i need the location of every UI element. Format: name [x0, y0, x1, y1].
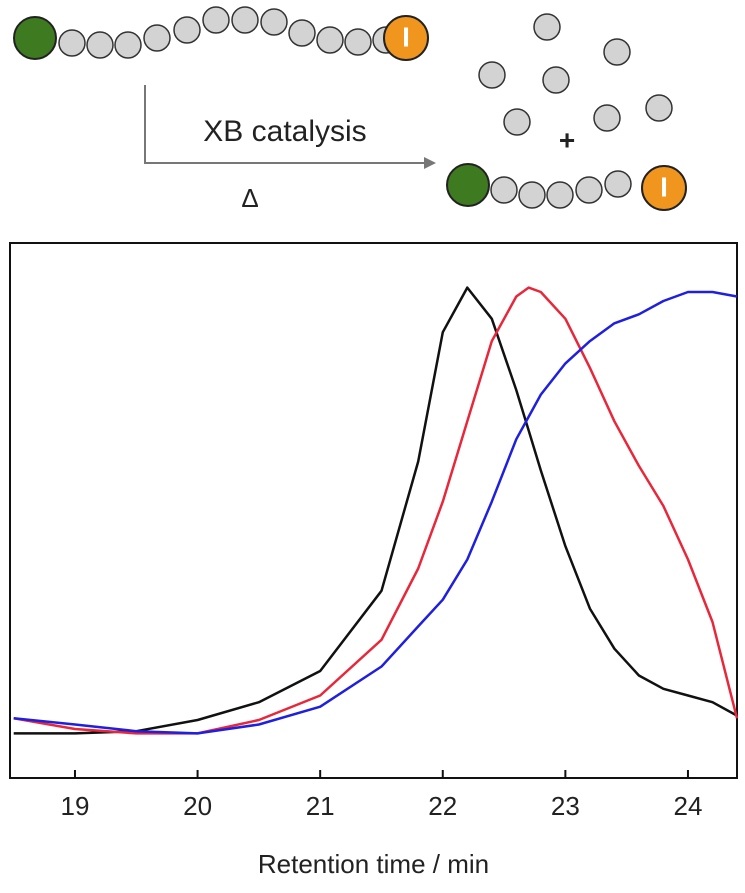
monomer-bead [604, 170, 632, 198]
monomer-bead [86, 31, 114, 59]
arrow-head [424, 157, 436, 169]
iodine-end-group [641, 165, 687, 211]
start-group [13, 16, 57, 60]
end-group-label: I [660, 171, 668, 202]
end-group-label: I [402, 21, 410, 52]
monomer-bead [503, 108, 531, 136]
x-tick-label: 22 [428, 791, 457, 821]
monomer-bead [518, 181, 546, 209]
x-tick-label: 20 [183, 791, 212, 821]
x-tick-label: 21 [306, 791, 335, 821]
monomer-bead [316, 26, 344, 54]
scheme-condition: Δ [241, 183, 258, 213]
monomer-bead [260, 8, 288, 36]
trace-line [13, 286, 738, 735]
monomer-bead [231, 6, 259, 34]
reaction-arrow [144, 85, 428, 164]
monomer-bead [202, 6, 230, 34]
scheme-label: XB catalysis [203, 115, 366, 148]
monomer-bead [575, 176, 603, 204]
x-tick-label: 24 [674, 791, 703, 821]
monomer-bead [143, 24, 171, 52]
monomer-bead [173, 16, 201, 44]
plus-sign: + [559, 124, 575, 155]
monomer-bead [542, 66, 570, 94]
trace-line [13, 290, 738, 735]
monomer-bead [533, 13, 561, 41]
plot-frame [9, 242, 738, 779]
monomer-bead [58, 29, 86, 57]
iodine-end-group [383, 15, 429, 61]
start-group [446, 163, 490, 207]
monomer-bead [645, 94, 673, 122]
x-axis-label: Retention time / min [258, 849, 489, 879]
monomer-bead [478, 61, 506, 89]
monomer-bead [288, 19, 316, 47]
monomer-bead [593, 104, 621, 132]
x-tick-label: 19 [61, 791, 90, 821]
monomer-bead [114, 31, 142, 59]
monomer-bead [490, 176, 518, 204]
trace-line [13, 286, 739, 735]
x-tick-label: 23 [551, 791, 580, 821]
monomer-bead [603, 38, 631, 66]
monomer-bead [344, 28, 372, 56]
monomer-bead [546, 181, 574, 209]
reaction-scheme: XB catalysis Δ + I I [13, 6, 687, 213]
